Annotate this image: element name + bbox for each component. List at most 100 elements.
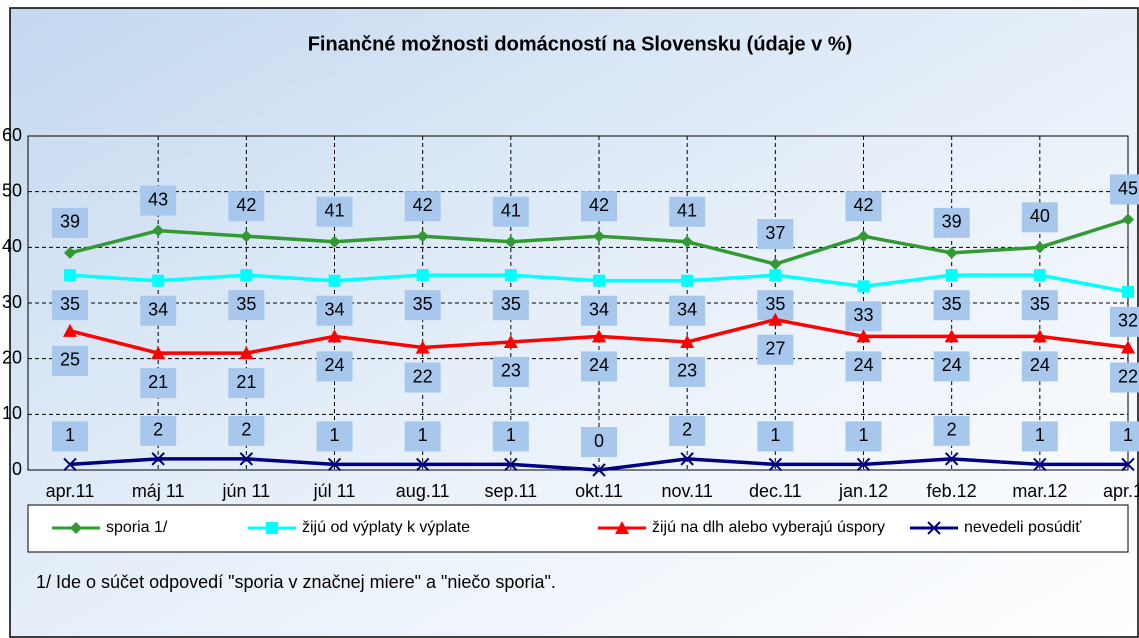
marker <box>1032 329 1047 343</box>
data-label: 24 <box>942 355 962 375</box>
x-tick-label: okt.11 <box>575 481 623 501</box>
marker <box>64 269 76 282</box>
x-tick-label: máj 11 <box>132 481 185 501</box>
x-tick-label: jún 11 <box>221 481 270 501</box>
x-tick-label: apr.12 <box>1103 481 1139 501</box>
x-tick-label: júl 11 <box>313 481 356 501</box>
marker <box>240 269 253 282</box>
x-tick-label: feb.12 <box>927 481 977 501</box>
data-label: 35 <box>60 294 80 314</box>
legend-label: nevedeli posúdiť <box>964 519 1082 536</box>
x-tick-label: dec.11 <box>749 481 802 501</box>
data-label: 39 <box>60 212 80 232</box>
data-label: 24 <box>853 355 873 375</box>
data-label-bg <box>845 351 882 382</box>
data-label: 39 <box>942 212 962 232</box>
data-label: 1 <box>65 425 75 445</box>
data-label: 21 <box>236 372 256 392</box>
data-label: 25 <box>60 350 80 370</box>
data-label-bg <box>669 415 706 446</box>
data-label: 1 <box>418 425 428 445</box>
data-label-bg <box>316 351 353 382</box>
marker <box>328 235 341 248</box>
data-label-bg <box>228 191 265 222</box>
data-label-bg <box>492 356 529 387</box>
data-label: 27 <box>765 338 785 358</box>
data-label: 22 <box>413 366 433 386</box>
data-label: 42 <box>853 195 873 215</box>
data-label-bg <box>404 421 441 452</box>
marker <box>680 334 695 348</box>
data-label-bg <box>933 351 970 382</box>
data-label-bg <box>316 295 353 326</box>
data-label: 35 <box>765 294 785 314</box>
marker <box>1122 285 1134 298</box>
y-tick-label: 10 <box>2 403 22 423</box>
footnote: 1/ Ide o súčet odpovedí "sporia v značne… <box>36 572 556 592</box>
data-label-bg <box>140 368 177 399</box>
marker <box>416 269 429 282</box>
data-label: 43 <box>148 189 168 209</box>
y-tick-label: 50 <box>2 180 22 200</box>
data-label: 23 <box>677 361 697 381</box>
marker <box>1122 213 1134 226</box>
marker <box>240 230 253 243</box>
marker <box>944 329 959 343</box>
data-label-bg <box>492 196 529 227</box>
data-label: 34 <box>677 299 697 319</box>
data-label: 35 <box>942 294 962 314</box>
marker <box>856 329 871 343</box>
data-label-bg <box>140 185 177 216</box>
data-label: 23 <box>501 361 521 381</box>
data-label-bg <box>404 191 441 222</box>
data-label-bg <box>1110 306 1139 337</box>
data-label-bg <box>845 301 882 332</box>
data-label: 35 <box>413 294 433 314</box>
legend-label: sporia 1/ <box>106 519 168 536</box>
marker <box>415 457 430 472</box>
data-label-bg <box>1110 421 1139 452</box>
data-label: 45 <box>1118 178 1138 198</box>
data-label-bg <box>933 415 970 446</box>
data-label: 1 <box>506 425 516 445</box>
data-label-bg <box>669 295 706 326</box>
marker <box>327 457 342 472</box>
data-label-bg <box>1021 290 1058 321</box>
data-label: 24 <box>1030 355 1050 375</box>
data-label: 34 <box>148 299 168 319</box>
data-label-bg <box>1110 174 1139 205</box>
data-label-bg <box>316 421 353 452</box>
data-label-bg <box>845 191 882 222</box>
marker <box>1033 241 1046 254</box>
marker <box>592 463 606 477</box>
marker <box>1033 269 1046 282</box>
marker <box>328 274 341 287</box>
data-label: 41 <box>501 201 521 221</box>
legend-marker <box>266 522 278 534</box>
data-label-bg <box>933 207 970 238</box>
marker <box>593 230 605 243</box>
x-tick-label: mar.12 <box>1012 481 1067 501</box>
data-label-bg <box>52 290 88 321</box>
marker <box>857 230 870 243</box>
marker <box>944 452 959 466</box>
data-label-bg <box>316 196 353 227</box>
data-label: 1 <box>770 425 780 445</box>
legend-marker <box>615 521 629 534</box>
marker <box>151 346 166 360</box>
data-label-bg <box>757 219 794 250</box>
data-label-bg <box>140 415 177 446</box>
chart-title: Finančné možnosti domácností na Slovensk… <box>308 33 853 55</box>
data-label: 2 <box>947 420 957 440</box>
legend-marker <box>70 522 82 534</box>
data-label: 33 <box>853 305 873 325</box>
data-label-bg <box>1110 362 1139 393</box>
data-label: 35 <box>501 294 521 314</box>
data-label-bg <box>845 421 882 452</box>
data-label-bg <box>404 290 441 321</box>
data-label: 35 <box>236 294 256 314</box>
marker <box>945 269 958 282</box>
marker <box>151 452 165 466</box>
marker <box>769 258 782 271</box>
data-label-bg <box>669 356 706 387</box>
